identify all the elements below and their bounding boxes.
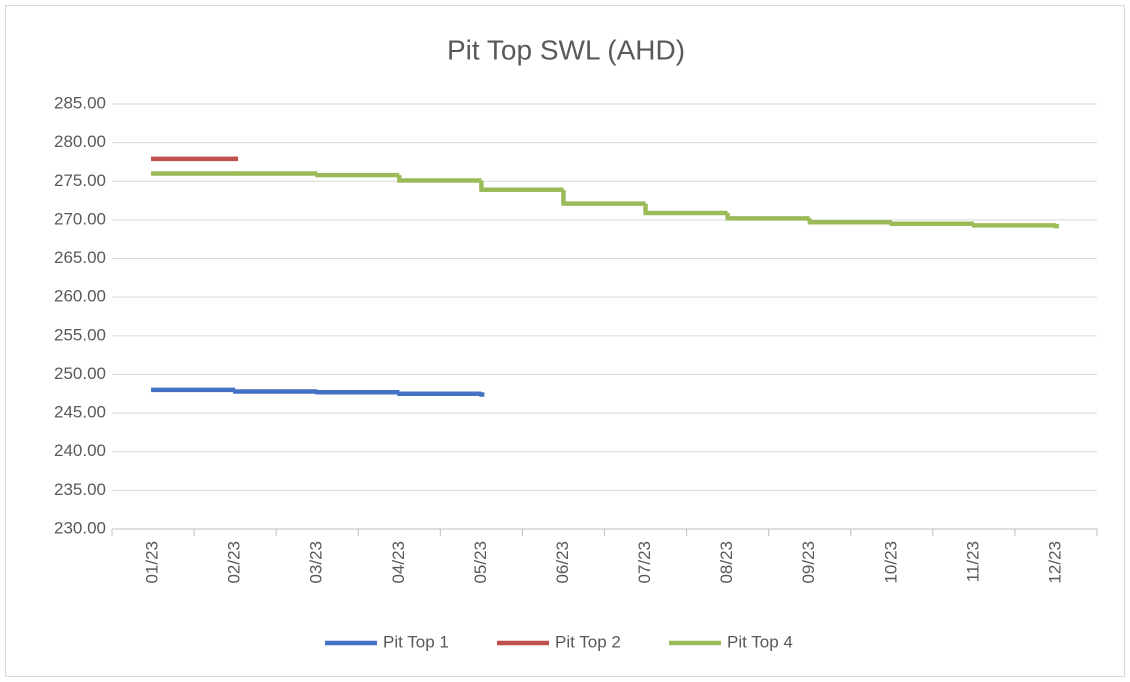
x-tick-label: 12/23 <box>1045 541 1064 584</box>
x-tick-label: 01/23 <box>143 541 162 584</box>
legend-label: Pit Top 1 <box>383 632 449 651</box>
x-tick-label: 08/23 <box>717 541 736 584</box>
y-tick-label: 265.00 <box>54 248 106 267</box>
y-tick-label: 250.00 <box>54 364 106 383</box>
y-tick-label: 260.00 <box>54 287 106 306</box>
x-tick-label: 06/23 <box>553 541 572 584</box>
y-tick-label: 255.00 <box>54 325 106 344</box>
legend-label: Pit Top 2 <box>555 632 621 651</box>
chart-border <box>5 5 1125 677</box>
x-tick-label: 10/23 <box>881 541 900 584</box>
x-tick-label: 05/23 <box>471 541 490 584</box>
chart-title: Pit Top SWL (AHD) <box>447 34 685 65</box>
x-tick-label: 11/23 <box>963 541 982 582</box>
y-tick-label: 230.00 <box>54 518 106 537</box>
y-tick-label: 235.00 <box>54 480 106 499</box>
y-tick-label: 275.00 <box>54 171 106 190</box>
legend-label: Pit Top 4 <box>727 632 793 651</box>
y-tick-label: 270.00 <box>54 209 106 228</box>
y-tick-label: 240.00 <box>54 441 106 460</box>
x-tick-label: 03/23 <box>307 541 326 584</box>
y-tick-label: 280.00 <box>54 132 106 151</box>
x-tick-label: 07/23 <box>635 541 654 584</box>
y-tick-label: 285.00 <box>54 93 106 112</box>
x-tick-label: 09/23 <box>799 541 818 584</box>
x-tick-label: 02/23 <box>225 541 244 584</box>
x-tick-label: 04/23 <box>389 541 408 584</box>
y-tick-label: 245.00 <box>54 403 106 422</box>
